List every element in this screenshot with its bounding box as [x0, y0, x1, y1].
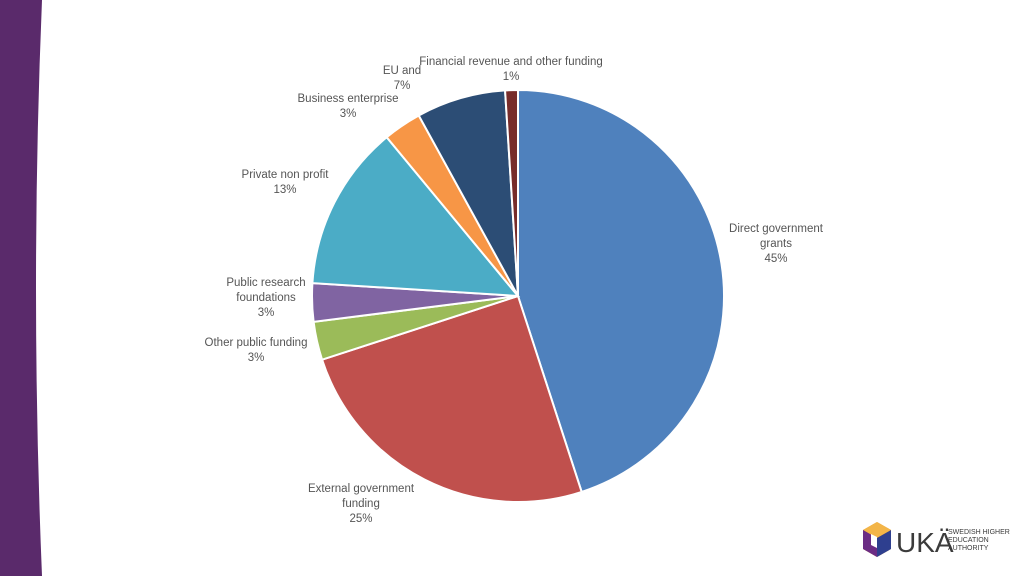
- logo-line-2: EDUCATION: [948, 537, 989, 544]
- slice-name-label: Business enterprise: [298, 93, 399, 105]
- slice-name-label: Financial revenue and other funding: [419, 56, 603, 68]
- slice-name-label: grants: [760, 238, 792, 250]
- slice-label-8: Financial revenue and other funding 1%: [419, 56, 603, 83]
- slice-name-label: EU and: [383, 65, 421, 77]
- slice-percent-label: 13%: [273, 184, 296, 196]
- slice-percent-label: 45%: [764, 253, 787, 265]
- slice-percent-label: 25%: [349, 513, 372, 525]
- slice-name-label: External government: [308, 483, 415, 495]
- slice-percent-label: 3%: [248, 352, 265, 364]
- pie-slice-2: [320, 294, 583, 503]
- uka-logo: UKÄ SWEDISH HIGHER EDUCATION AUTHORITY: [863, 522, 1010, 558]
- pie-chart: [311, 88, 725, 503]
- slice-percent-label: 7%: [394, 80, 411, 92]
- pie-slice-8: [504, 88, 519, 297]
- slice-label-6: Business enterprise 3%: [298, 93, 399, 120]
- slice-name-label: Public research: [226, 277, 305, 289]
- slice-label-2: External government funding 25%: [308, 483, 415, 525]
- slice-name-label: Other public funding: [205, 337, 308, 349]
- slice-percent-label: 1%: [503, 71, 520, 83]
- pie-slice-1: [517, 88, 725, 494]
- logo-line-1: SWEDISH HIGHER: [948, 529, 1010, 536]
- slice-name-label: foundations: [236, 292, 296, 304]
- side-band: [0, 0, 42, 576]
- slice-percent-label: 3%: [340, 108, 357, 120]
- slice-name-label: Private non profit: [242, 169, 330, 181]
- slice-label-4: Public research foundations 3%: [226, 277, 305, 319]
- slice-name-label: Direct government: [729, 223, 824, 235]
- slice-name-label: funding: [342, 498, 380, 510]
- pie-labels: Direct government grants 45% External gover…: [205, 56, 824, 525]
- logo-cube-icon: [863, 522, 891, 557]
- slice-label-3: Other public funding 3%: [205, 337, 308, 364]
- slice-label-1: Direct government grants 45%: [729, 223, 824, 265]
- slice-percent-label: 3%: [258, 307, 275, 319]
- pie-slice-5: [311, 135, 521, 298]
- logo-letters: UKÄ: [896, 527, 954, 558]
- slice-label-7: EU and 7%: [383, 65, 421, 92]
- slice-label-5: Private non profit 13%: [242, 169, 330, 196]
- logo-line-3: AUTHORITY: [948, 545, 989, 552]
